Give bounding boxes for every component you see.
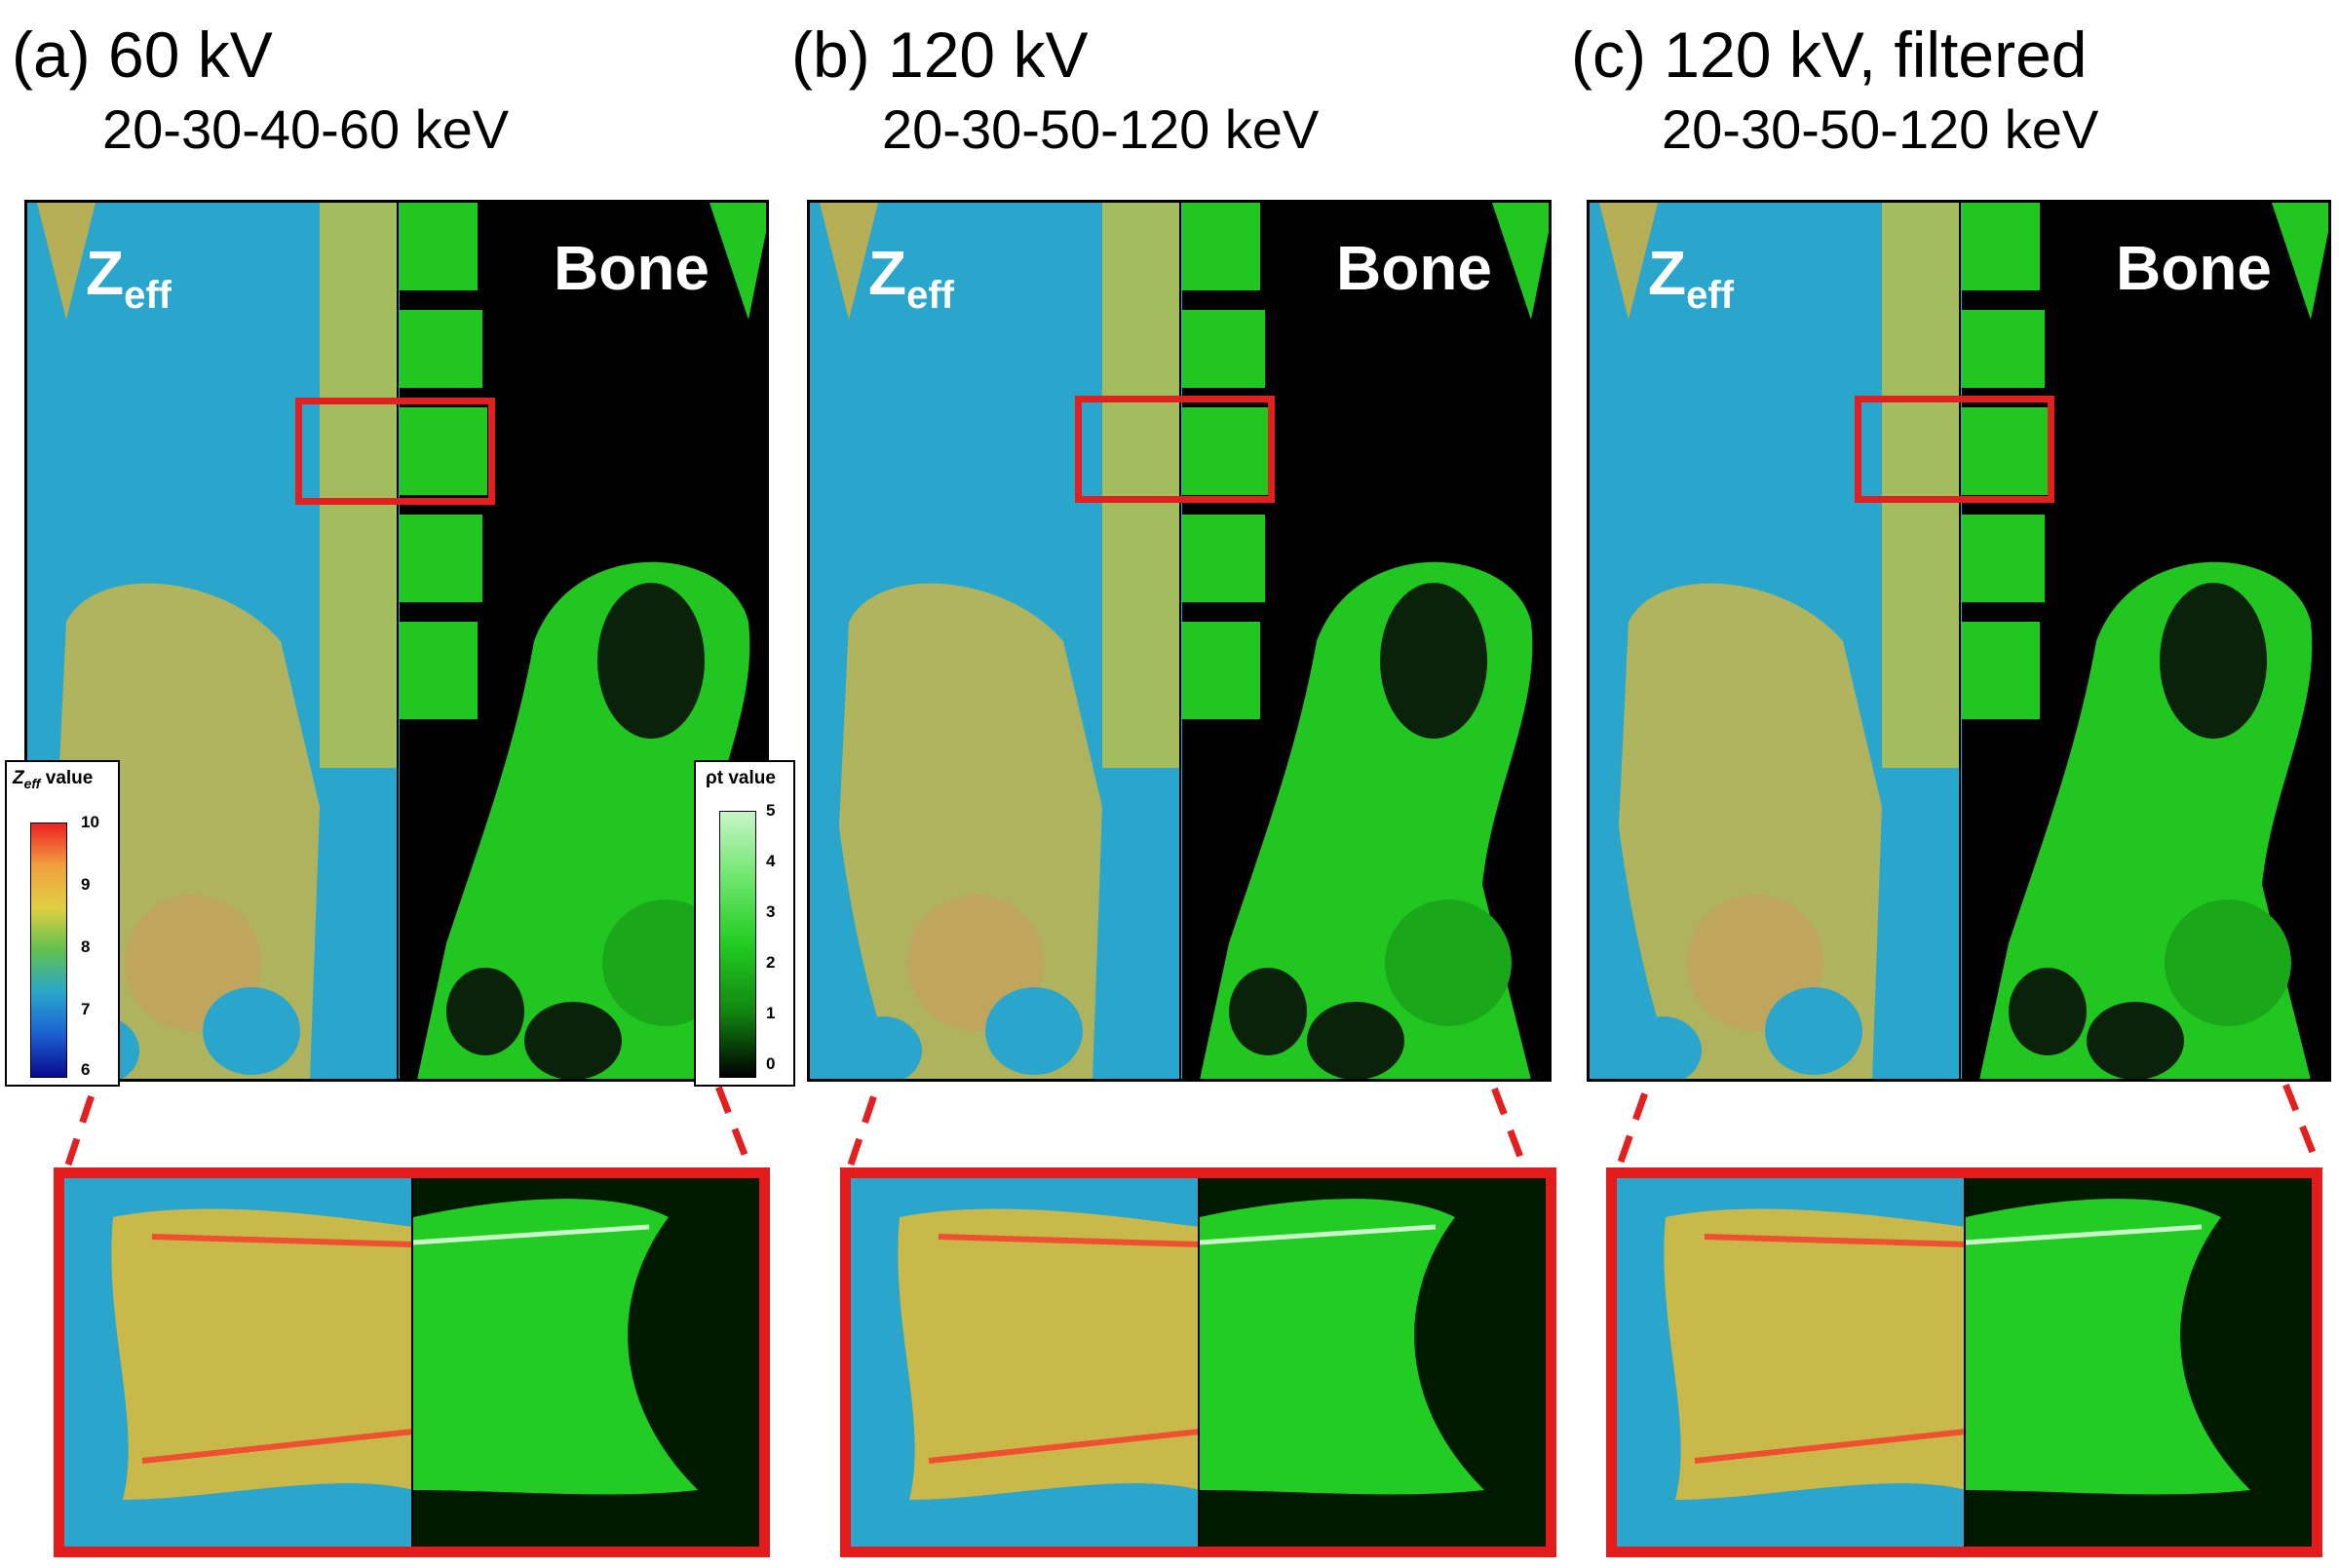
zoom-inset-b [840,1167,1556,1557]
roi-box [1075,396,1275,503]
colorbar-title: ρt value [706,768,776,788]
panel-label: (a) 60 kV [12,19,273,91]
rho-colorbar: ρt value 5 4 3 2 1 0 [694,760,795,1087]
panel-energies: 20-30-50-120 keV [882,98,1320,160]
colorbar-tick: 8 [81,937,91,956]
bone-label: Bone [1336,233,1492,303]
panel-label: (c) 120 kV, filtered [1571,19,2088,91]
vertebra-zoom-render [1664,1178,2312,1547]
pelvis-xray-render [1599,203,2328,1079]
zoom-inset-c [1606,1167,2322,1557]
zeff-gradient [30,822,67,1078]
vertebra-zoom-render [111,1178,759,1547]
split-divider [397,203,399,1079]
panel-b: (b) 120 kV 20-30-50-120 keV [780,0,1550,1568]
colorbar-tick: 5 [766,801,776,820]
panel-c: (c) 120 kV, filtered 20-30-50-120 keV [1559,0,2329,1568]
zeff-label: Zeff [1648,238,1734,317]
zoom-inset-a [54,1167,770,1557]
zeff-colorbar: Zeff value 10 9 8 7 6 [5,760,120,1087]
colorbar-tick: 3 [766,902,776,921]
roi-box [295,398,495,505]
panel-energies: 20-30-40-60 keV [102,98,510,160]
rho-gradient [719,811,756,1078]
split-divider [1959,203,1961,1079]
xray-image-c: Zeff Bone [1587,200,2331,1082]
xray-image-b: Zeff Bone [807,200,1552,1082]
colorbar-tick: 4 [766,852,776,870]
colorbar-tick: 7 [81,1000,91,1018]
colorbar-title: Zeff value [13,768,94,791]
xray-image-a: Zeff Bone [24,200,769,1082]
colorbar-tick: 1 [766,1004,776,1022]
panel-a: (a) 60 kV 20-30-40-60 keV [0,0,770,1568]
zeff-label: Zeff [868,238,954,317]
roi-box [1855,396,2054,503]
bone-label: Bone [554,233,709,303]
colorbar-tick: 10 [81,813,99,831]
panel-label: (b) 120 kV [791,19,1089,91]
colorbar-tick: 6 [81,1060,91,1079]
zeff-label: Zeff [86,238,172,317]
colorbar-tick: 0 [766,1054,776,1073]
colorbar-tick: 2 [766,953,776,972]
split-divider [1179,203,1181,1079]
colorbar-tick: 9 [81,875,91,894]
vertebra-zoom-render [898,1178,1546,1547]
panel-energies: 20-30-50-120 keV [1662,98,2099,160]
bone-label: Bone [2116,233,2272,303]
pelvis-xray-render [820,203,1549,1079]
